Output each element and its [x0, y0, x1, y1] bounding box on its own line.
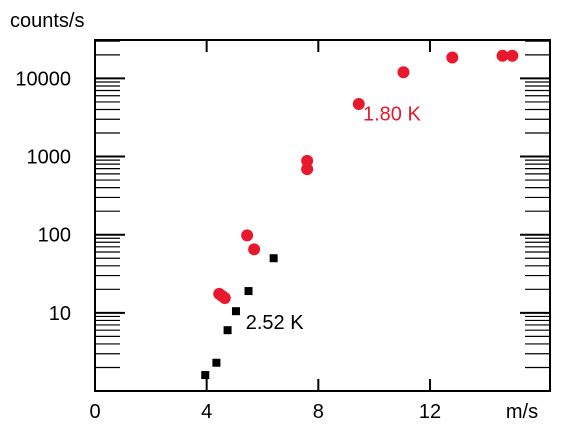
- major-ticks: [94, 40, 550, 391]
- x-axis-label: m/s: [506, 401, 538, 423]
- data-point-circle: [301, 163, 314, 176]
- data-point-square: [231, 307, 240, 316]
- data-point-square: [212, 358, 221, 367]
- y-tick-label: 1000: [27, 147, 72, 169]
- x-tick-labels: 0 4 8 12: [89, 401, 441, 423]
- x-tick-label: 4: [201, 401, 212, 423]
- data-point-circle: [241, 229, 254, 242]
- y-tick-label: 100: [38, 225, 71, 247]
- data-point-square: [269, 254, 278, 263]
- series-label: 1.80 K: [363, 103, 421, 125]
- data-point-circle: [496, 49, 509, 62]
- data-point-circle: [301, 154, 314, 167]
- data-point-square: [244, 287, 253, 296]
- x-tick-label: 0: [89, 401, 100, 423]
- y-axis-label: counts/s: [10, 10, 84, 32]
- data-point-square: [201, 371, 210, 380]
- data-point-circle: [446, 51, 459, 64]
- data-point-circle: [506, 49, 519, 62]
- y-tick-label: 10000: [15, 68, 71, 90]
- x-tick-label: 8: [313, 401, 324, 423]
- y-tick-labels: 10 100 1000 10000: [15, 68, 71, 324]
- data-point-circle: [352, 98, 365, 111]
- data-point-circle: [218, 291, 231, 304]
- data-point-square: [223, 326, 232, 335]
- series-label: 2.52 K: [246, 312, 304, 334]
- data-point-circle: [397, 66, 410, 79]
- minor-ticks: [95, 40, 550, 369]
- series-labels: 1.80 K 2.52 K: [246, 103, 422, 334]
- data-points: [201, 49, 519, 380]
- plot-frame: [94, 39, 551, 392]
- x-tick-label: 12: [419, 401, 441, 423]
- y-tick-label: 10: [49, 303, 71, 325]
- data-point-circle: [248, 243, 261, 256]
